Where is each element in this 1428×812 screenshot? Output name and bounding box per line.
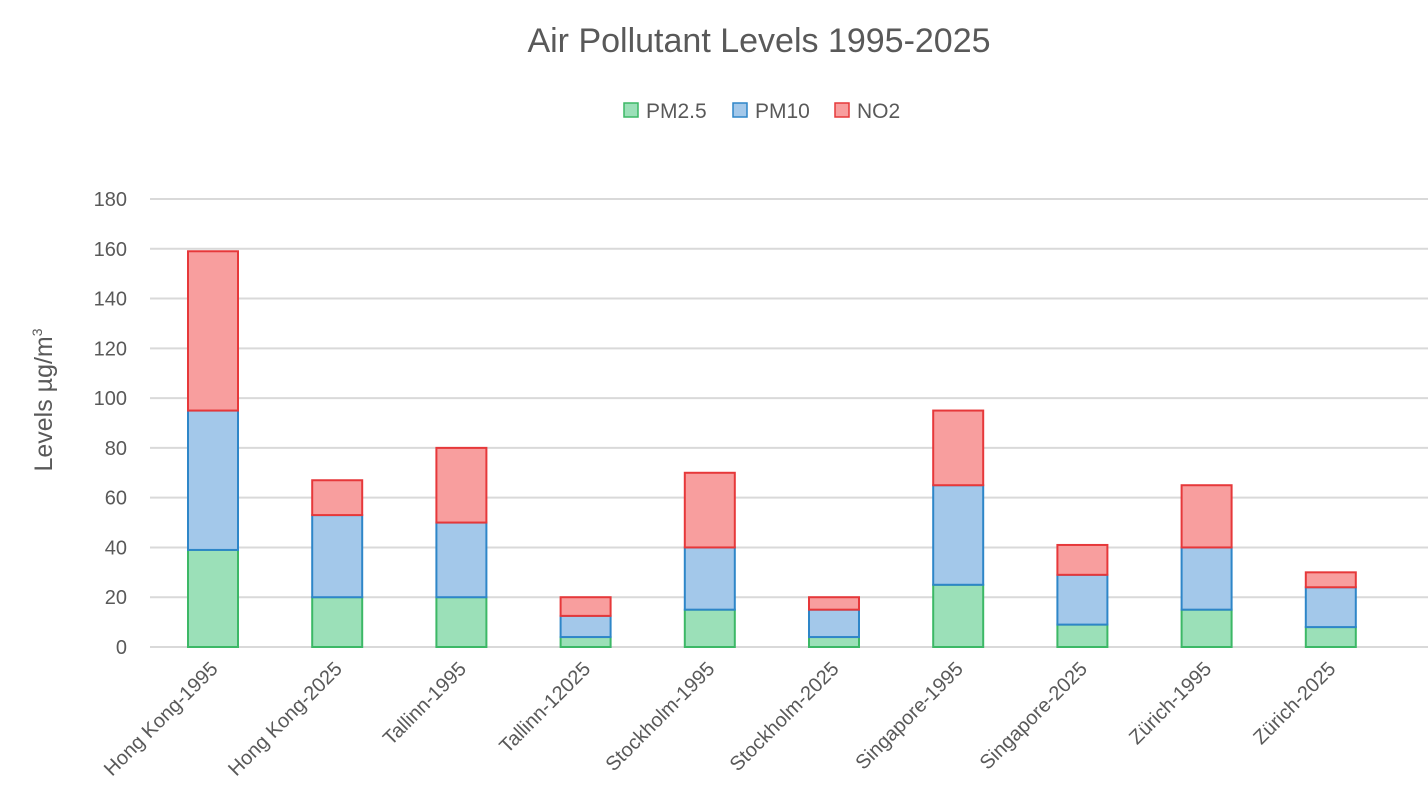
bar-segment-pm10 bbox=[559, 614, 612, 639]
bar-segment-pm10 bbox=[932, 484, 985, 586]
legend-swatch bbox=[834, 102, 850, 118]
bar-segment-pm2-5 bbox=[932, 583, 985, 648]
legend-label: PM10 bbox=[755, 100, 810, 123]
bar-segment-pm10 bbox=[435, 521, 488, 599]
bar-segment-pm2-5 bbox=[559, 636, 612, 648]
bar-segment-no2 bbox=[1056, 543, 1109, 576]
legend-swatch bbox=[623, 102, 639, 118]
bar-segment-no2 bbox=[187, 250, 239, 412]
x-category-label: Tallinn-12025 bbox=[495, 658, 595, 758]
bar-segment-no2 bbox=[683, 471, 736, 549]
bar-segment-no2 bbox=[808, 596, 860, 611]
bar-segment-pm10 bbox=[1056, 573, 1109, 626]
bar-segment-pm2-5 bbox=[187, 548, 239, 649]
bar-segment-pm2-5 bbox=[1304, 626, 1357, 648]
bar-segment-no2 bbox=[559, 596, 612, 617]
legend-label: PM2.5 bbox=[646, 100, 707, 123]
x-category-label: Stockholm-1995 bbox=[602, 658, 720, 776]
bar-segment-pm10 bbox=[311, 514, 364, 599]
bar-segment-no2 bbox=[1304, 571, 1357, 589]
y-axis-label: Levels µg/m3 bbox=[29, 328, 58, 471]
y-tick-label: 60 bbox=[105, 488, 127, 510]
bar-segment-pm10 bbox=[1180, 546, 1233, 611]
x-category-label: Singapore-2025 bbox=[976, 658, 1092, 774]
y-axis-label-text: Levels µg/m bbox=[30, 336, 58, 471]
bar-segment-pm2-5 bbox=[683, 608, 736, 649]
legend: PM2.5 PM10 NO2 bbox=[623, 100, 900, 123]
y-axis-label-superscript: 3 bbox=[29, 328, 45, 336]
bars bbox=[187, 250, 1357, 649]
y-tick-label: 0 bbox=[116, 637, 127, 659]
x-category-label: Singapore-1995 bbox=[852, 658, 968, 774]
legend-label: NO2 bbox=[857, 100, 900, 123]
bar-segment-no2 bbox=[932, 409, 985, 487]
x-category-label: Hong Kong-2025 bbox=[224, 658, 346, 780]
y-tick-label: 40 bbox=[105, 537, 127, 559]
bar-segment-pm10 bbox=[187, 409, 239, 551]
x-category-label: Stockholm-2025 bbox=[726, 658, 844, 776]
y-tick-label: 160 bbox=[94, 239, 127, 261]
bar-segment-pm10 bbox=[1304, 586, 1357, 629]
x-category-label: Zürich-2025 bbox=[1249, 658, 1340, 749]
bar-segment-no2 bbox=[311, 479, 364, 517]
y-tick-label: 20 bbox=[105, 587, 127, 609]
bar-segment-pm2-5 bbox=[311, 596, 364, 649]
x-category-label: Hong Kong-1995 bbox=[100, 658, 222, 780]
chart-title: Air Pollutant Levels 1995-2025 bbox=[527, 22, 990, 60]
legend-swatch bbox=[732, 102, 748, 118]
y-tick-label: 120 bbox=[94, 338, 127, 360]
x-category-label: Tallinn-1995 bbox=[379, 658, 471, 750]
y-tick-label: 140 bbox=[94, 289, 127, 311]
bar-segment-pm2-5 bbox=[808, 636, 860, 648]
bar-segment-no2 bbox=[435, 446, 488, 524]
y-tick-label: 80 bbox=[105, 438, 127, 460]
bar-segment-pm2-5 bbox=[1180, 608, 1233, 649]
x-category-label: Zürich-1995 bbox=[1125, 658, 1216, 749]
x-axis-ticks: Hong Kong-1995 Hong Kong-2025 Tallinn-1995… bbox=[100, 658, 1340, 780]
bar-segment-pm10 bbox=[683, 546, 736, 611]
y-tick-label: 100 bbox=[94, 388, 127, 410]
y-tick-label: 180 bbox=[94, 189, 127, 211]
bar-segment-pm2-5 bbox=[435, 596, 488, 649]
bar-segment-pm2-5 bbox=[1056, 623, 1109, 648]
bar-segment-no2 bbox=[1180, 484, 1233, 549]
y-axis-ticks: 0 20 40 60 80 100 120 140 160 180 bbox=[94, 189, 127, 659]
bar-segment-pm10 bbox=[808, 608, 860, 639]
